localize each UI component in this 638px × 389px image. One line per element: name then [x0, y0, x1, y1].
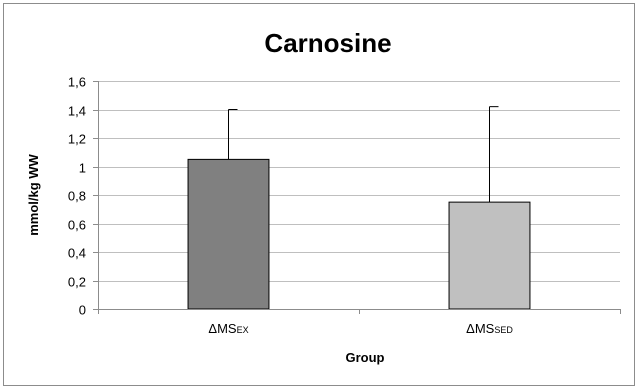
x-tick-label: ΔMSEX [208, 321, 248, 336]
x-tick-labels: ΔMSEX ΔMSSED [208, 321, 513, 336]
y-tick-label: 0 [79, 303, 86, 318]
y-tick-label: 1,2 [68, 132, 86, 147]
x-tick-label-sub: EX [237, 325, 249, 335]
bars [187, 158, 531, 310]
y-tick-label: 0,6 [68, 218, 86, 233]
y-tick-label: 1 [79, 161, 86, 176]
bar [448, 201, 531, 310]
bar [187, 158, 270, 310]
x-tick-label-main: ΔMS [208, 321, 237, 336]
y-tick-label: 0,2 [68, 275, 86, 290]
y-axis-label: mmol/kg WW [26, 153, 41, 235]
x-tick-label: ΔMSSED [466, 321, 513, 336]
y-tick-label: 1,4 [68, 104, 86, 119]
y-tick-label: 0,8 [68, 189, 86, 204]
y-tick-label: 0,4 [68, 246, 86, 261]
axes [93, 81, 621, 314]
error-bars [228, 106, 499, 203]
x-tick-label-sub: SED [494, 325, 513, 335]
gridlines [98, 81, 620, 282]
chart-border [3, 3, 635, 386]
x-tick-label-main: ΔMS [466, 321, 495, 336]
x-axis-label: Group [346, 350, 385, 365]
y-tick-labels: 0 0,2 0,4 0,6 0,8 1 1,2 1,4 1,6 [68, 75, 86, 318]
y-tick-label: 1,6 [68, 75, 86, 90]
chart-title: Carnosine [264, 28, 391, 58]
